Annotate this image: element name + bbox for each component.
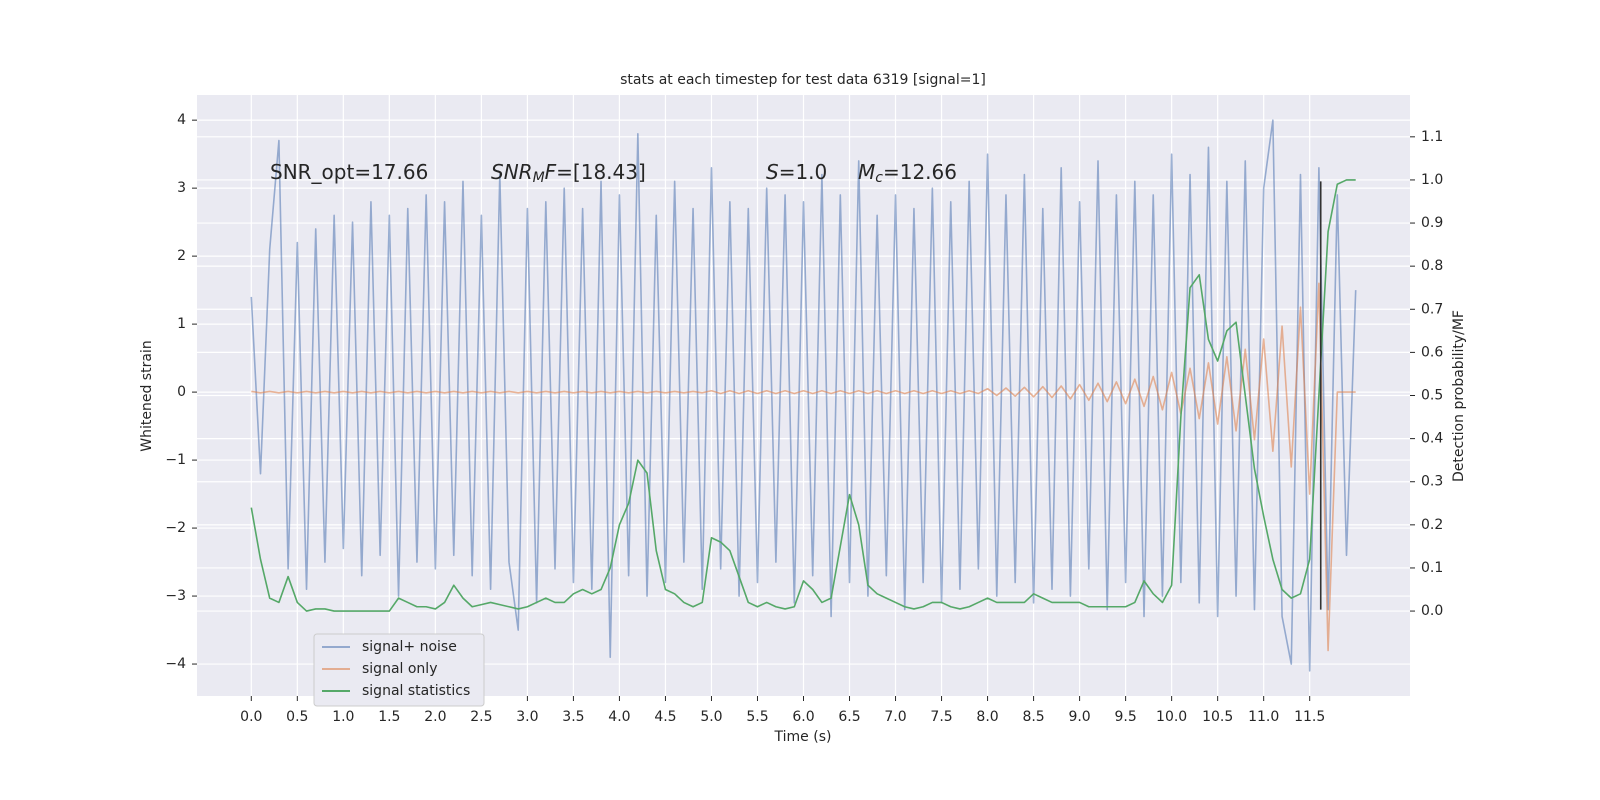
annotation-subscript: c [875,170,883,186]
x-tick-label: 5.0 [700,709,722,725]
x-tick-label: 1.5 [378,709,400,725]
x-tick-label: 7.0 [884,709,906,725]
x-tick-label: 4.5 [654,709,676,725]
x-tick-label: 6.0 [792,709,814,725]
legend-label: signal statistics [362,683,470,699]
series-line [250,119,1357,672]
annotation-text: F [545,160,557,184]
x-tick-label: 4.0 [608,709,630,725]
y2-tick-label: 0.8 [1421,258,1443,274]
y2-tick-label: 0.2 [1421,517,1443,533]
y-tick-label: 4 [177,112,186,128]
x-tick-label: 0.0 [240,709,262,725]
series-line [251,282,1356,652]
legend: signal+ noise signal only signal statistic… [313,633,485,707]
y2-tick-label: 1.1 [1421,129,1443,145]
y-axis-label: Whitened strain [139,340,155,451]
y-tick-label: 1 [177,316,186,332]
y2-tick-label: 0.6 [1421,344,1443,360]
x-tick-label: 9.5 [1114,709,1136,725]
y-tick-label: −1 [165,452,186,468]
annotation-text: SNR_opt=17.66 [270,160,428,184]
annotation: SNR_opt=17.66 [270,160,428,184]
annotation-text: S [766,160,779,184]
x-axis-label: Time (s) [774,729,832,745]
x-tick-label: 3.5 [562,709,584,725]
x-tick-label: 7.5 [930,709,952,725]
x-tick-label: 2.5 [470,709,492,725]
x-tick-label: 11.0 [1248,709,1279,725]
legend-label: signal only [362,661,437,677]
x-tick-label: 2.0 [424,709,446,725]
y2-tick-label: 0.3 [1421,474,1443,490]
annotation-text: M [858,160,875,184]
y2-axis-label: Detection probability/MF [1451,310,1467,482]
x-tick-label: 0.5 [286,709,308,725]
series-line [250,179,1356,612]
legend-label: signal+ noise [362,639,457,655]
marks [250,119,1357,672]
y2-tick-label: 0.7 [1421,301,1443,317]
x-tick-label: 1.0 [332,709,354,725]
x-tick-label: 5.5 [746,709,768,725]
annotation-text: SNR [491,160,533,184]
y2-tick-label: 0.0 [1421,603,1443,619]
x-tick-label: 8.5 [1022,709,1044,725]
y-tick-label: −3 [165,588,186,604]
y2-tick-label: 0.5 [1421,388,1443,404]
x-tick-label: 3.0 [516,709,538,725]
annotation: SNRMF=[18.43] [491,160,646,187]
annotation-subscript: M [533,170,545,186]
annotation-text: =12.66 [883,160,957,184]
y2-tick-label: 1.0 [1421,172,1443,188]
y-tick-label: 3 [177,180,186,196]
annotation-text: =1.0 [779,160,828,184]
y2-tick-label: 0.1 [1421,560,1443,576]
axes: 0.0 0.5 1.0 1.5 2.0 2.5 3.0 3.5 4.0 4.5 5.0 5.5 6.0 6… [165,112,1443,725]
y-tick-label: 0 [177,384,186,400]
annotation-text: =[18.43] [556,160,646,184]
y-tick-label: 2 [177,248,186,264]
legend-box [313,633,485,707]
x-tick-label: 6.5 [838,709,860,725]
y-tick-label: −4 [165,656,186,672]
x-tick-label: 8.0 [976,709,998,725]
y-tick-label: −2 [165,520,186,536]
y2-tick-label: 0.9 [1421,215,1443,231]
annotation: Mc=12.66 [858,160,957,187]
y2-tick-label: 0.4 [1421,431,1443,447]
chart-title: stats at each timestep for test data 631… [620,72,986,88]
x-tick-label: 10.0 [1156,709,1187,725]
x-tick-label: 9.0 [1068,709,1090,725]
x-tick-label: 10.5 [1202,709,1233,725]
x-tick-label: 11.5 [1294,709,1325,725]
annotation: S=1.0 [766,160,827,184]
